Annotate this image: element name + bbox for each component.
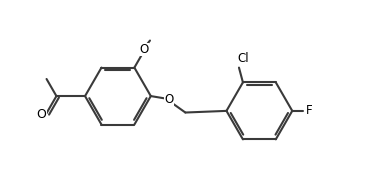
- Text: O: O: [164, 93, 174, 106]
- Text: Cl: Cl: [237, 52, 249, 65]
- Text: O: O: [140, 43, 149, 56]
- Text: O: O: [37, 108, 46, 121]
- Text: F: F: [306, 104, 313, 117]
